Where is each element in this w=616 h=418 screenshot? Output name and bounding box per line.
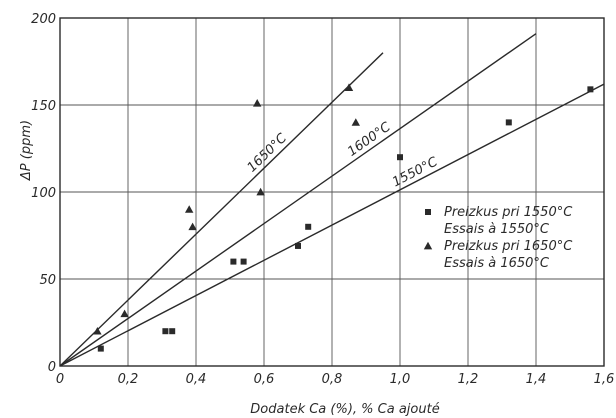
data-point-square [295, 242, 301, 249]
y-tick-label: 0 [48, 360, 56, 375]
x-tick-label: 1,0 [390, 372, 411, 387]
data-point-triangle [344, 83, 354, 91]
x-tick-label: 1,4 [526, 372, 547, 387]
data-point-square [97, 345, 104, 352]
x-tick-label: 1,6 [594, 372, 615, 387]
data-point-square [305, 223, 312, 230]
y-tick-label: 150 [31, 99, 56, 114]
data-point-square [240, 258, 247, 265]
x-tick-label: 1,2 [458, 372, 479, 387]
y-axis-label: ΔP (ppm) [19, 120, 34, 181]
plot-frame [59, 17, 605, 367]
x-tick-label: 0,2 [118, 372, 139, 387]
legend-marker-triangle [423, 241, 433, 250]
fit-line-label: 1650°C [245, 130, 291, 175]
data-point-triangle [351, 118, 360, 126]
y-tick-label: 50 [39, 273, 56, 288]
x-tick-label: 0,6 [254, 372, 275, 387]
data-point-triangle [188, 222, 197, 231]
data-point-triangle [120, 309, 129, 318]
x-tick-label: 0,8 [322, 372, 343, 387]
data-point-triangle [253, 99, 262, 107]
data-point-triangle [256, 187, 265, 196]
data-point-square [230, 258, 237, 265]
x-axis-label: Dodatek Ca (%), % Ca ajouté [250, 402, 439, 417]
fit-line [59, 83, 605, 367]
fit-line [59, 33, 537, 367]
x-tick-label: 0 [56, 372, 64, 387]
data-point-square [505, 119, 512, 126]
legend-label: Essais à 1550°C [444, 222, 550, 237]
tick-labels: 0 0,2 0,4 0,6 0,8 1,0 1,2 1,4 1,6 0 50 100 150 200 [31, 12, 614, 387]
fit-line [59, 52, 384, 367]
data-point-triangle [185, 205, 194, 213]
y-tick-label: 200 [31, 12, 56, 27]
data-point-square [397, 154, 403, 161]
legend-label: Preizkus pri 1650°C [444, 239, 573, 254]
data-point-square [587, 86, 594, 93]
data-point-triangle [93, 327, 102, 335]
y-tick-label: 100 [31, 186, 56, 201]
legend-label: Essais à 1650°C [444, 256, 550, 271]
x-tick-label: 0,4 [186, 372, 207, 387]
legend-label: Preizkus pri 1550°C [444, 205, 573, 220]
legend: Preizkus pri 1550°C Essais à 1550°C Preizk… [423, 205, 573, 271]
data-point-square [162, 328, 169, 335]
legend-marker-square [425, 209, 431, 215]
data-points [93, 83, 594, 352]
data-point-square [169, 328, 176, 335]
grid [59, 17, 605, 367]
